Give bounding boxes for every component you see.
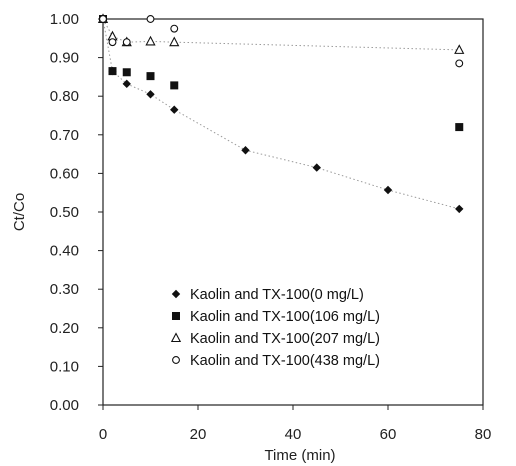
y-tick-label: 0.20 [50,320,79,337]
y-tick-label: 0.80 [50,88,79,105]
legend-label-series-3: Kaolin and TX-100(207 mg/L) [190,331,380,347]
y-tick-label: 0.60 [50,165,79,182]
x-axis-ticks: 0 20 40 60 80 [99,405,492,443]
legend-label-series-4: Kaolin and TX-100(438 mg/L) [190,353,380,369]
data-point-series-1 [241,146,250,155]
data-point-series-1 [383,185,393,195]
legend-marker-series-4 [172,356,180,364]
data-point-series-1 [455,204,464,214]
y-tick-label: 0.50 [50,204,79,221]
y-tick-label: 0.40 [50,243,79,260]
data-point-series-1 [146,90,155,99]
data-point-series-3 [145,35,156,46]
y-tick-label: 0.10 [50,358,79,375]
x-tick-label: 60 [380,426,397,443]
legend-marker-series-2 [172,312,180,320]
trendline-series-3 [102,18,460,51]
data-point-series-4 [146,15,155,23]
legend-label-series-2: Kaolin and TX-100(106 mg/L) [190,309,380,325]
x-tick-label: 0 [99,426,107,443]
y-tick-label: 1.00 [50,11,79,28]
data-point-series-2 [108,67,117,76]
trendlines [102,18,460,210]
legend: Kaolin and TX-100(0 mg/L) Kaolin and TX-1… [170,287,380,369]
data-point-series-3 [169,36,180,47]
data-point-series-2 [122,68,131,77]
data-point-series-1 [170,105,179,114]
y-axis-title: Ct/Co [11,193,28,231]
x-tick-label: 80 [475,426,492,443]
y-tick-label: 0.90 [50,50,79,67]
y-tick-label: 0.30 [50,281,79,298]
plot-border [102,18,484,406]
legend-marker-series-1 [171,289,181,299]
data-point-series-2 [455,123,464,132]
legend-marker-series-3 [170,332,182,343]
data-point-series-4 [122,38,131,47]
data-point-series-2 [170,81,179,90]
data-point-series-1 [122,79,131,89]
y-tick-label: 0.00 [50,397,79,414]
data-point-series-4 [99,15,107,23]
data-point-series-3 [454,44,465,54]
legend-label-series-1: Kaolin and TX-100(0 mg/L) [190,287,364,303]
data-markers [97,13,465,214]
data-point-series-4 [455,59,464,68]
data-point-series-4 [170,24,179,33]
plot-frame [102,18,484,406]
y-tick-label: 0.70 [50,127,79,144]
data-point-series-2 [146,72,155,81]
x-tick-label: 20 [190,426,207,443]
data-point-series-1 [312,163,321,172]
trendline-series-1 [102,18,460,210]
x-tick-label: 40 [285,426,302,443]
x-axis-title: Time (min) [264,447,335,464]
y-axis-ticks: 0.00 0.10 0.20 0.30 0.40 0.50 0.60 0.70 0.80 0.90… [50,11,103,414]
data-point-series-4 [108,38,117,47]
